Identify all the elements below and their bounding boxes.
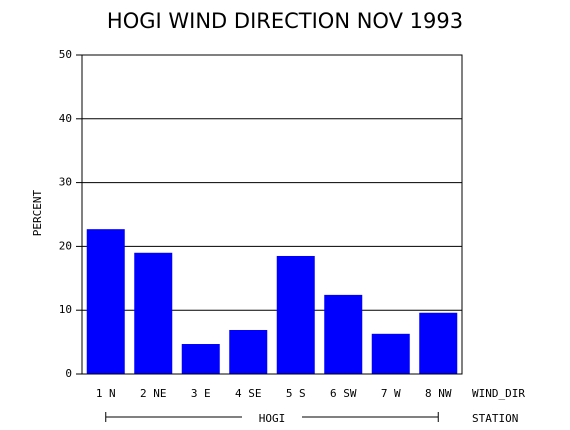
bar (371, 333, 410, 374)
y-tick-label: 10 (59, 303, 72, 316)
x-axis-label: WIND_DIR (472, 387, 525, 400)
chart-title: HOGI WIND DIRECTION NOV 1993 (107, 9, 463, 33)
plot-frame (81, 54, 463, 375)
y-tick-label: 20 (59, 239, 72, 252)
bar (276, 255, 315, 374)
bar (134, 252, 173, 374)
x-tick-label: 5 S (286, 387, 306, 400)
x-tick-label: 3 E (191, 387, 211, 400)
y-tick-label: 50 (59, 48, 72, 61)
x-tick-label: 1 N (96, 387, 116, 400)
y-axis-label: PERCENT (31, 189, 44, 236)
x-tick-label: 6 SW (330, 387, 357, 400)
bar (229, 329, 268, 374)
bar (86, 229, 125, 374)
x-tick-label: 8 NW (425, 387, 452, 400)
x-tick-label: 2 NE (140, 387, 167, 400)
group-axis-label: STATION (472, 412, 518, 425)
bar (419, 312, 458, 374)
bar (324, 294, 363, 374)
bar (181, 344, 220, 374)
x-tick-label: 7 W (381, 387, 401, 400)
x-tick-label: 4 SE (235, 387, 262, 400)
group-label: HOGI (259, 412, 286, 425)
y-tick-label: 30 (59, 176, 72, 189)
y-tick-label: 0 (65, 367, 72, 380)
y-tick-label: 40 (59, 112, 72, 125)
